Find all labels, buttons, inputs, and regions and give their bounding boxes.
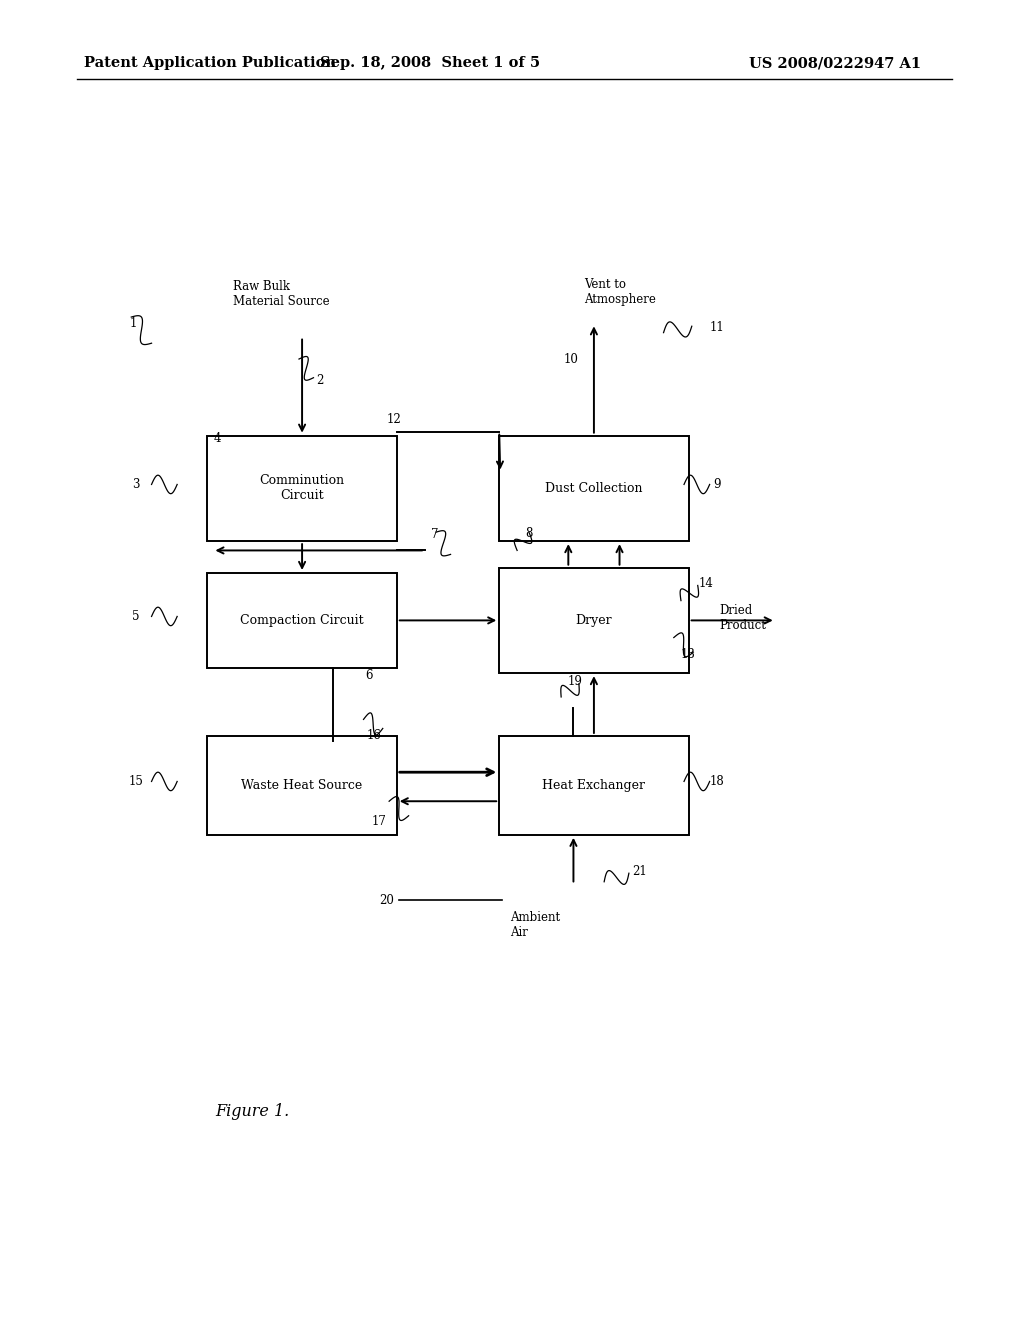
Bar	[499, 735, 688, 834]
Text: 9: 9	[713, 478, 721, 491]
Text: 12: 12	[387, 413, 401, 426]
Text: 17: 17	[372, 814, 386, 828]
Text: Comminution
Circuit: Comminution Circuit	[259, 474, 345, 503]
Bar	[499, 568, 688, 673]
Text: 13: 13	[681, 648, 695, 661]
Bar	[499, 436, 688, 541]
Text: 1: 1	[129, 317, 137, 330]
Text: 5: 5	[132, 610, 140, 623]
Text: 11: 11	[710, 321, 724, 334]
Text: Waste Heat Source: Waste Heat Source	[242, 779, 362, 792]
Text: Ambient
Air: Ambient Air	[510, 911, 560, 939]
Bar	[207, 573, 396, 668]
Text: 15: 15	[129, 775, 143, 788]
Text: US 2008/0222947 A1: US 2008/0222947 A1	[750, 57, 922, 70]
Text: 19: 19	[568, 675, 583, 688]
Text: 16: 16	[367, 729, 381, 742]
Text: 3: 3	[132, 478, 140, 491]
Text: Dried
Product: Dried Product	[719, 603, 766, 632]
Text: Sep. 18, 2008  Sheet 1 of 5: Sep. 18, 2008 Sheet 1 of 5	[321, 57, 540, 70]
Text: Figure 1.: Figure 1.	[215, 1104, 290, 1119]
Bar	[207, 436, 396, 541]
Text: Raw Bulk
Material Source: Raw Bulk Material Source	[233, 280, 330, 308]
Text: 14: 14	[699, 577, 714, 590]
Text: 2: 2	[315, 374, 324, 387]
Text: Vent to
Atmosphere: Vent to Atmosphere	[584, 279, 655, 306]
Text: Patent Application Publication: Patent Application Publication	[84, 57, 336, 70]
Text: 7: 7	[431, 528, 439, 541]
Text: Dust Collection: Dust Collection	[545, 482, 643, 495]
Text: Dryer: Dryer	[575, 614, 612, 627]
Text: 4: 4	[213, 432, 221, 445]
Bar	[207, 735, 396, 834]
Text: Heat Exchanger: Heat Exchanger	[543, 779, 645, 792]
Text: 10: 10	[564, 352, 579, 366]
Text: Compaction Circuit: Compaction Circuit	[241, 614, 364, 627]
Text: 20: 20	[380, 894, 394, 907]
Text: 6: 6	[365, 669, 373, 682]
Text: 18: 18	[710, 775, 724, 788]
Text: 8: 8	[525, 527, 534, 540]
Text: 21: 21	[633, 865, 647, 878]
